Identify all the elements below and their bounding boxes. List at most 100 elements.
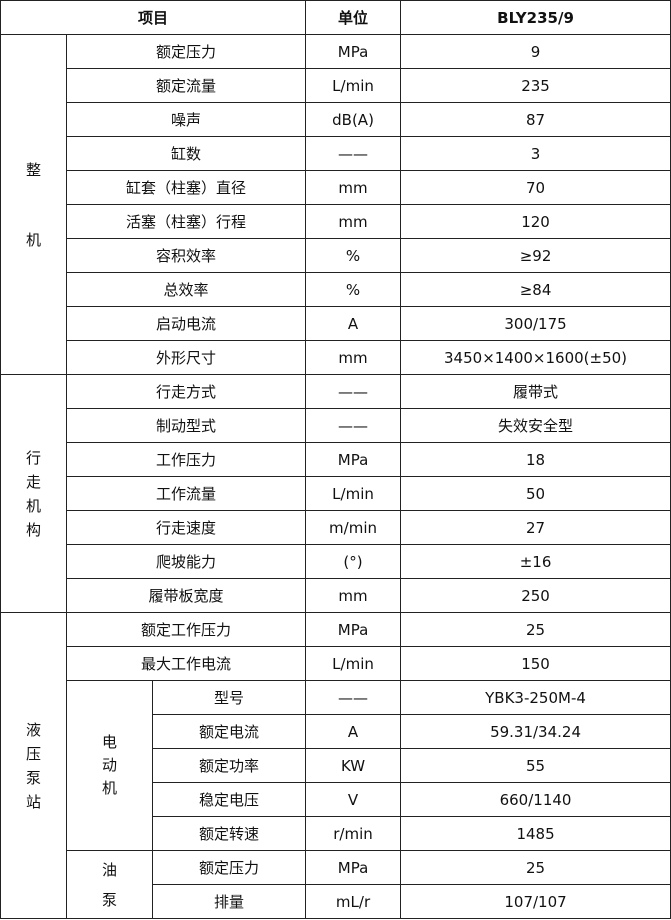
table-row: 行走速度 m/min 27 — [1, 510, 671, 545]
table-row: 活塞（柱塞）行程 mm 120 — [1, 204, 671, 239]
param-name: 额定转速 — [151, 816, 307, 851]
param-unit: L/min — [305, 646, 402, 681]
header-model: BLY235/9 — [400, 0, 671, 35]
section-label: 电动机 — [102, 733, 118, 797]
param-value: 660/1140 — [400, 782, 671, 817]
param-value: 3450×1400×1600(±50) — [400, 340, 671, 375]
param-name: 额定流量 — [65, 68, 307, 103]
param-name: 制动型式 — [65, 408, 307, 443]
param-value: 59.31/34.24 — [400, 714, 671, 749]
param-unit: mL/r — [305, 884, 402, 919]
param-name: 外形尺寸 — [65, 340, 307, 375]
param-name: 工作流量 — [65, 476, 307, 511]
header-row: 项目 单位 BLY235/9 — [0, 0, 671, 35]
param-unit: mm — [305, 340, 402, 375]
param-unit: mm — [305, 170, 402, 205]
param-value: 150 — [400, 646, 671, 681]
spec-table-body: 整机 额定压力 MPa 9 额定流量 L/min 235 噪声 dB(A) 87 缸数 —— 3 缸套（柱… — [0, 34, 671, 919]
param-unit: L/min — [305, 68, 402, 103]
section-label-cell: 行走机构 — [0, 374, 67, 613]
table-row: 履带板宽度 mm 250 — [1, 578, 671, 613]
section-label: 油泵 — [102, 860, 118, 909]
param-unit: —— — [305, 136, 402, 171]
table-row: 排量 mL/r 107/107 — [1, 884, 671, 919]
table-row: 稳定电压 V 660/1140 — [1, 782, 671, 817]
table-row: 噪声 dB(A) 87 — [1, 102, 671, 137]
param-unit: % — [305, 238, 402, 273]
table-row: 液压泵站 额定工作压力 MPa 25 — [0, 612, 671, 919]
param-unit: V — [305, 782, 402, 817]
param-name: 额定电流 — [151, 714, 307, 749]
param-unit: (°) — [305, 544, 402, 579]
param-unit: —— — [305, 408, 402, 443]
param-name: 额定功率 — [151, 748, 307, 783]
param-value: ≥84 — [400, 272, 671, 307]
param-unit: % — [305, 272, 402, 307]
param-unit: m/min — [305, 510, 402, 545]
table-row: 缸数 —— 3 — [1, 136, 671, 171]
param-name: 工作压力 — [65, 442, 307, 477]
param-value: 70 — [400, 170, 671, 205]
param-unit: A — [305, 714, 402, 749]
param-name: 总效率 — [65, 272, 307, 307]
param-value: 235 — [400, 68, 671, 103]
param-name: 型号 — [151, 680, 307, 715]
param-unit: MPa — [305, 442, 402, 477]
param-value: 50 — [400, 476, 671, 511]
param-name: 容积效率 — [65, 238, 307, 273]
param-unit: MPa — [305, 34, 402, 69]
param-value: 107/107 — [400, 884, 671, 919]
group-label-cell: 电动机 — [66, 680, 153, 851]
param-unit: MPa — [305, 850, 402, 885]
table-row: 启动电流 A 300/175 — [1, 306, 671, 341]
param-unit: —— — [305, 680, 402, 715]
param-value: 87 — [400, 102, 671, 137]
header-unit: 单位 — [305, 0, 402, 35]
param-name: 缸套（柱塞）直径 — [65, 170, 307, 205]
param-name: 履带板宽度 — [65, 578, 307, 613]
param-unit: mm — [305, 204, 402, 239]
param-value: 120 — [400, 204, 671, 239]
param-unit: L/min — [305, 476, 402, 511]
param-value: 25 — [400, 850, 671, 885]
table-row: 行走机构 行走方式 —— 履带式 — [0, 374, 671, 613]
table-row: 工作压力 MPa 18 — [1, 442, 671, 477]
param-name: 噪声 — [65, 102, 307, 137]
param-name: 行走速度 — [65, 510, 307, 545]
param-value: 25 — [400, 612, 671, 647]
table-row: 外形尺寸 mm 3450×1400×1600(±50) — [1, 340, 671, 375]
param-name: 活塞（柱塞）行程 — [65, 204, 307, 239]
param-unit: —— — [305, 374, 402, 409]
param-value: ≥92 — [400, 238, 671, 273]
param-unit: r/min — [305, 816, 402, 851]
param-name: 稳定电压 — [151, 782, 307, 817]
param-value: 55 — [400, 748, 671, 783]
header-item: 项目 — [0, 0, 307, 35]
param-name: 排量 — [151, 884, 307, 919]
param-value: 1485 — [400, 816, 671, 851]
param-value: 失效安全型 — [400, 408, 671, 443]
table-row: 油泵 额定压力 MPa 25 — [1, 850, 671, 919]
section-label-cell: 整机 — [0, 34, 67, 375]
table-row: 电动机 型号 —— YBK3-250M-4 — [1, 680, 671, 851]
param-name: 启动电流 — [65, 306, 307, 341]
table-row: 整机 额定压力 MPa 9 — [0, 34, 671, 375]
table-row: 额定电流 A 59.31/34.24 — [1, 714, 671, 749]
table-row: 额定功率 KW 55 — [1, 748, 671, 783]
section-label: 液压泵站 — [26, 720, 42, 811]
table-row: 额定转速 r/min 1485 — [1, 816, 671, 851]
param-name: 行走方式 — [65, 374, 307, 409]
param-unit: dB(A) — [305, 102, 402, 137]
table-row: 缸套（柱塞）直径 mm 70 — [1, 170, 671, 205]
param-value: ±16 — [400, 544, 671, 579]
param-value: 300/175 — [400, 306, 671, 341]
param-unit: KW — [305, 748, 402, 783]
param-value: 18 — [400, 442, 671, 477]
param-value: 9 — [400, 34, 671, 69]
table-row: 容积效率% ≥92 — [1, 238, 671, 273]
table-row: 爬坡能力 (°) ±16 — [1, 544, 671, 579]
param-value: 3 — [400, 136, 671, 171]
section-label: 整机 — [26, 160, 42, 249]
table-row: 制动型式 —— 失效安全型 — [1, 408, 671, 443]
